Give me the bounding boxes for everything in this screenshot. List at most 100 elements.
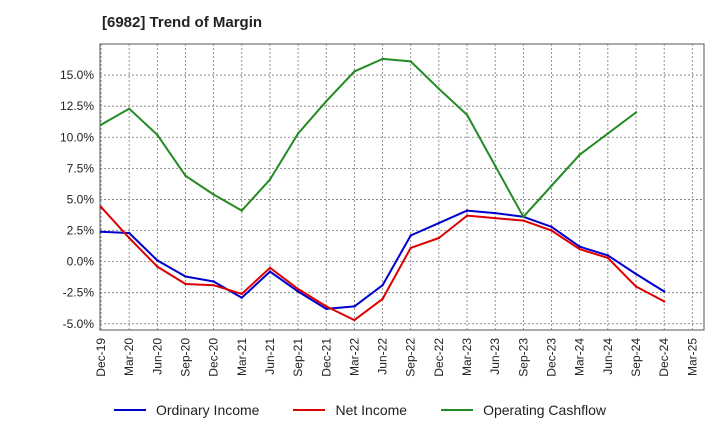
x-tick-label: Dec-21 <box>319 338 333 377</box>
legend-swatch <box>293 409 326 411</box>
data-point <box>156 133 159 136</box>
data-point <box>184 174 187 178</box>
data-point <box>578 153 581 156</box>
data-point <box>494 211 497 215</box>
legend-label: Ordinary Income <box>155 402 260 418</box>
data-point <box>494 216 497 220</box>
data-point <box>325 307 328 311</box>
data-point <box>381 57 384 61</box>
y-tick-label: 0.0% <box>67 255 95 269</box>
x-tick-label: Sep-21 <box>291 338 305 377</box>
data-point <box>578 245 581 248</box>
data-point <box>409 60 412 63</box>
data-point <box>99 123 103 127</box>
data-point <box>381 297 384 301</box>
y-tick-label: 10.0% <box>60 130 94 144</box>
data-point <box>662 290 666 293</box>
x-tick-label: Jun-23 <box>488 338 502 375</box>
legend-swatch <box>113 409 146 411</box>
data-point <box>296 290 300 293</box>
x-tick-label: Mar-20 <box>122 338 136 376</box>
data-point <box>550 225 553 228</box>
data-point <box>494 164 497 168</box>
y-tick-label: 2.5% <box>67 224 95 238</box>
legend-label: Operating Cashflow <box>483 402 607 418</box>
data-point <box>99 205 103 209</box>
series-line-operating-cashflow <box>100 57 637 218</box>
data-point <box>240 292 243 296</box>
data-point <box>240 296 243 299</box>
plot-frame <box>99 43 705 331</box>
data-point <box>634 285 638 288</box>
data-point <box>156 265 159 268</box>
x-tick-label: Dec-19 <box>94 338 108 377</box>
x-tick-label: Dec-20 <box>207 338 221 377</box>
data-point <box>381 284 384 287</box>
data-point <box>437 236 441 240</box>
x-tick-label: Mar-22 <box>347 338 361 376</box>
x-tick-label: Mar-25 <box>685 338 699 376</box>
x-tick-label: Jun-21 <box>263 338 277 375</box>
data-point <box>437 87 441 90</box>
x-tick-label: Sep-22 <box>404 338 418 377</box>
y-tick-label: -5.0% <box>63 317 95 331</box>
data-point <box>550 184 553 187</box>
data-point <box>212 193 215 196</box>
series-line-net-income <box>100 206 665 322</box>
data-point <box>606 254 610 257</box>
legend-item: Net Income <box>293 402 407 418</box>
data-point <box>606 132 610 135</box>
data-point <box>156 259 159 262</box>
x-tick-label: Jun-20 <box>150 338 164 375</box>
data-point <box>127 236 131 240</box>
data-point <box>662 300 666 303</box>
legend: Ordinary Income Net Income Operating Cashf… <box>0 402 720 418</box>
data-point <box>465 113 469 117</box>
data-point <box>437 221 441 225</box>
chart-title: [6982] Trend of Margin <box>102 14 263 31</box>
data-point <box>99 230 103 233</box>
data-point <box>409 234 412 237</box>
data-point <box>606 256 610 260</box>
x-tick-label: Jun-24 <box>601 338 615 375</box>
y-tick-label: 15.0% <box>60 68 94 82</box>
grid-layer <box>99 43 705 331</box>
x-tick-label: Dec-23 <box>545 338 559 377</box>
x-tick-label: Sep-20 <box>178 338 192 377</box>
data-point <box>240 209 243 212</box>
x-tick-label: Sep-24 <box>629 338 643 377</box>
data-point <box>578 247 581 251</box>
data-point <box>465 209 469 212</box>
data-point <box>353 305 356 308</box>
data-point <box>184 282 187 286</box>
legend-item: Ordinary Income <box>113 402 260 418</box>
data-point <box>184 275 187 278</box>
x-tick-label: Sep-23 <box>516 338 530 377</box>
x-tick-label: Mar-21 <box>235 338 249 376</box>
data-point <box>127 231 131 235</box>
data-point <box>212 280 215 283</box>
x-tick-label: Dec-22 <box>432 338 446 377</box>
data-point <box>522 215 525 219</box>
data-point <box>409 246 412 250</box>
data-point <box>353 70 356 73</box>
data-point <box>325 100 328 103</box>
y-tick-label: -2.5% <box>63 286 95 300</box>
legend-label: Net Income <box>335 402 408 418</box>
data-point <box>296 132 300 135</box>
data-point <box>268 266 272 270</box>
data-point <box>212 284 215 287</box>
data-point <box>325 305 328 308</box>
data-point <box>522 219 525 222</box>
data-point <box>634 111 638 114</box>
data-point <box>268 178 272 181</box>
x-tick-label: Mar-23 <box>460 338 474 376</box>
legend-swatch <box>441 409 474 411</box>
data-point <box>634 272 638 276</box>
y-tick-label: 5.0% <box>67 192 95 206</box>
x-tick-label: Mar-24 <box>573 338 587 376</box>
x-tick-label: Jun-22 <box>376 338 390 375</box>
data-point <box>353 318 356 322</box>
y-tick-label: 7.5% <box>67 161 95 175</box>
